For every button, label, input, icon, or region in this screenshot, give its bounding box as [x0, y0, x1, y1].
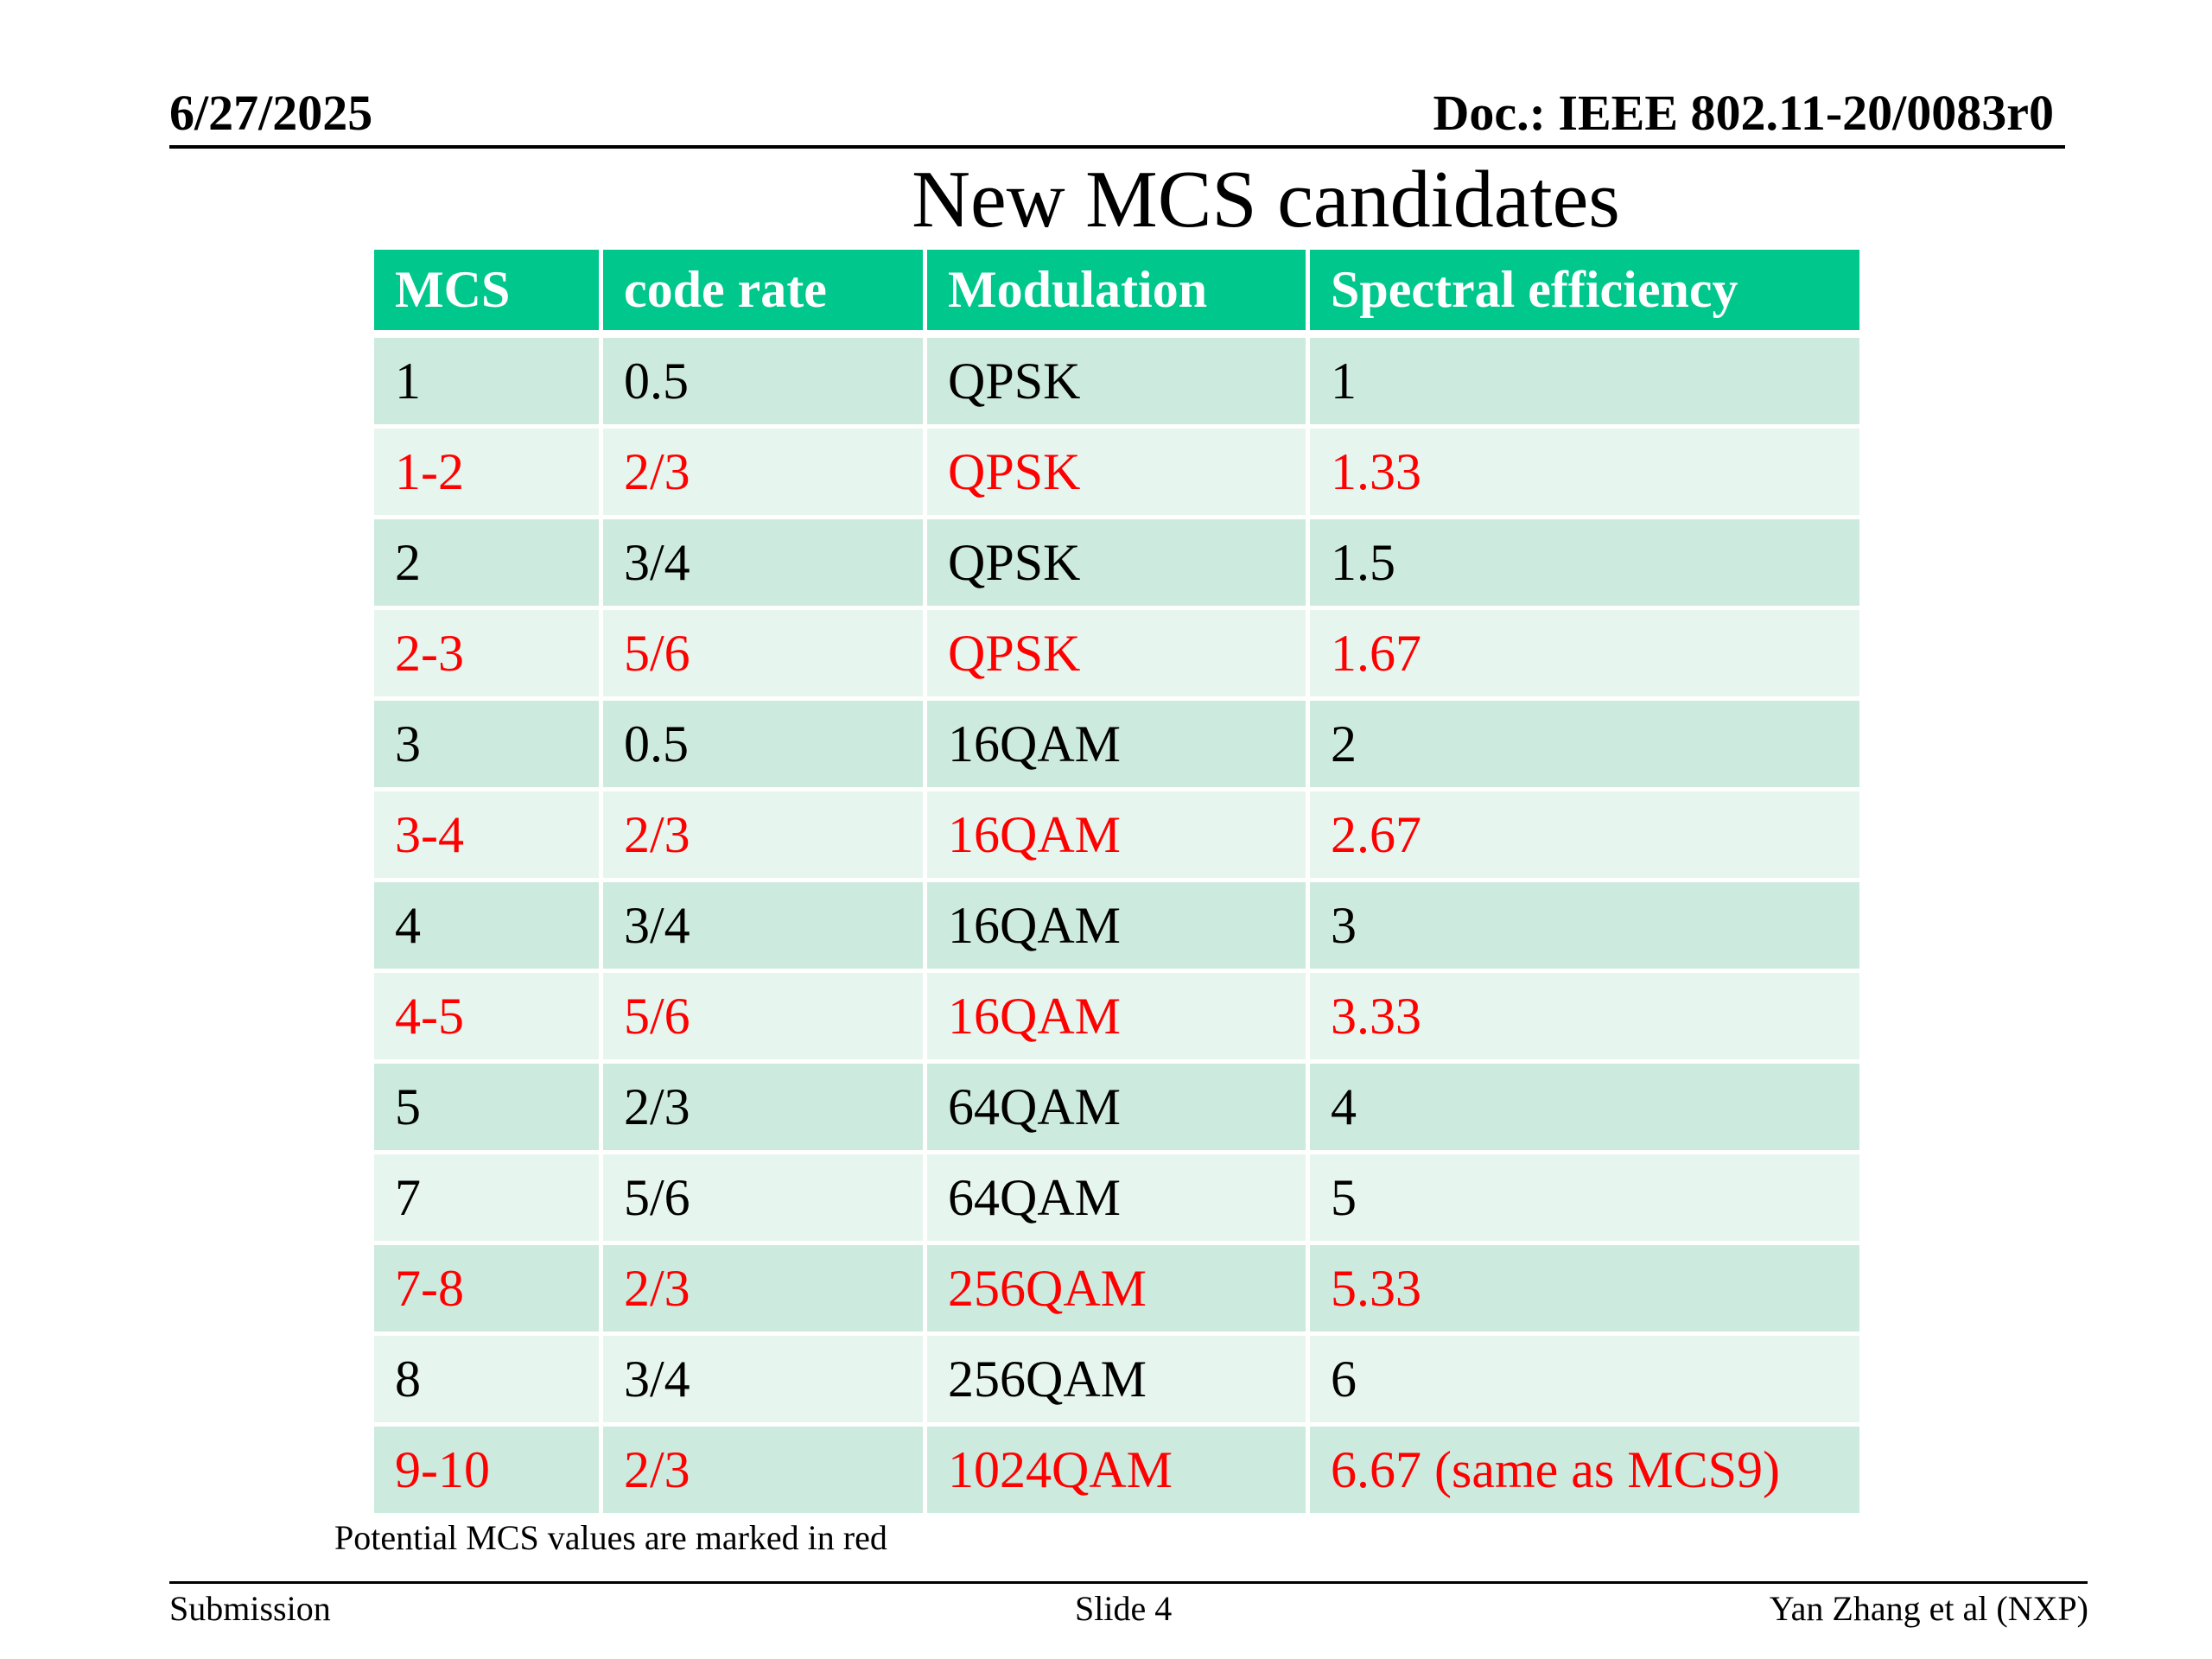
cell-modulation: 16QAM: [927, 882, 1310, 973]
cell-code-rate: 2/3: [603, 1245, 927, 1336]
cell-mcs: 1: [374, 338, 603, 429]
cell-mcs: 3: [374, 701, 603, 791]
cell-spectral-efficiency: 1.33: [1310, 429, 1859, 519]
cell-code-rate: 3/4: [603, 882, 927, 973]
table-row: 7 5/6 64QAM 5: [374, 1154, 1859, 1245]
cell-mcs: 1-2: [374, 429, 603, 519]
footer-author: Yan Zhang et al (NXP): [1769, 1589, 2088, 1628]
cell-modulation: QPSK: [927, 610, 1310, 701]
footer-submission: Submission: [169, 1589, 331, 1628]
cell-mcs: 8: [374, 1336, 603, 1427]
cell-spectral-efficiency: 5.33: [1310, 1245, 1859, 1336]
cell-spectral-efficiency: 4: [1310, 1064, 1859, 1154]
table-row: 3 0.5 16QAM 2: [374, 701, 1859, 791]
header-doc-id: Doc.: IEEE 802.11-20/0083r0: [1433, 85, 2054, 141]
cell-code-rate: 5/6: [603, 973, 927, 1064]
cell-code-rate: 0.5: [603, 701, 927, 791]
cell-mcs: 2: [374, 519, 603, 610]
cell-mcs: 7-8: [374, 1245, 603, 1336]
cell-modulation: 16QAM: [927, 791, 1310, 882]
cell-modulation: 1024QAM: [927, 1427, 1310, 1517]
table-row: 2-3 5/6 QPSK 1.67: [374, 610, 1859, 701]
table-row: 7-8 2/3 256QAM 5.33: [374, 1245, 1859, 1336]
header-date: 6/27/2025: [169, 85, 373, 141]
table-row: 1-2 2/3 QPSK 1.33: [374, 429, 1859, 519]
table-row: 1 0.5 QPSK 1: [374, 338, 1859, 429]
slide-title: New MCS candidates: [912, 155, 1620, 245]
cell-modulation: 64QAM: [927, 1064, 1310, 1154]
table-row: 3-4 2/3 16QAM 2.67: [374, 791, 1859, 882]
cell-mcs: 4-5: [374, 973, 603, 1064]
table-body: 1 0.5 QPSK 1 1-2 2/3 QPSK 1.33 2 3/4 QPSK 1.5 2-3 5/6…: [374, 338, 1859, 1517]
table-row: 2 3/4 QPSK 1.5: [374, 519, 1859, 610]
table-header: MCS code rate Modulation Spectral effici…: [374, 250, 1859, 338]
table-row: 4-5 5/6 16QAM 3.33: [374, 973, 1859, 1064]
cell-modulation: QPSK: [927, 519, 1310, 610]
table-header-row: MCS code rate Modulation Spectral effici…: [374, 250, 1859, 338]
cell-spectral-efficiency: 1.5: [1310, 519, 1859, 610]
cell-code-rate: 2/3: [603, 791, 927, 882]
cell-mcs: 9-10: [374, 1427, 603, 1517]
cell-spectral-efficiency: 1.67: [1310, 610, 1859, 701]
cell-mcs: 3-4: [374, 791, 603, 882]
cell-spectral-efficiency: 1: [1310, 338, 1859, 429]
cell-modulation: QPSK: [927, 338, 1310, 429]
table-row: 8 3/4 256QAM 6: [374, 1336, 1859, 1427]
cell-modulation: 256QAM: [927, 1245, 1310, 1336]
column-header-modulation: Modulation: [927, 250, 1310, 338]
cell-mcs: 2-3: [374, 610, 603, 701]
cell-code-rate: 3/4: [603, 1336, 927, 1427]
cell-mcs: 4: [374, 882, 603, 973]
cell-code-rate: 3/4: [603, 519, 927, 610]
table-row: 5 2/3 64QAM 4: [374, 1064, 1859, 1154]
cell-spectral-efficiency: 3.33: [1310, 973, 1859, 1064]
cell-code-rate: 0.5: [603, 338, 927, 429]
cell-spectral-efficiency: 2: [1310, 701, 1859, 791]
cell-code-rate: 5/6: [603, 610, 927, 701]
cell-spectral-efficiency: 6.67 (same as MCS9): [1310, 1427, 1859, 1517]
cell-spectral-efficiency: 6: [1310, 1336, 1859, 1427]
cell-code-rate: 2/3: [603, 429, 927, 519]
cell-modulation: 16QAM: [927, 973, 1310, 1064]
cell-code-rate: 2/3: [603, 1064, 927, 1154]
footer-divider: [169, 1581, 2088, 1584]
cell-code-rate: 2/3: [603, 1427, 927, 1517]
table-row: 4 3/4 16QAM 3: [374, 882, 1859, 973]
column-header-mcs: MCS: [374, 250, 603, 338]
cell-modulation: 256QAM: [927, 1336, 1310, 1427]
header-divider: [169, 145, 2065, 149]
mcs-table: MCS code rate Modulation Spectral effici…: [374, 250, 1859, 1517]
table-row: 9-10 2/3 1024QAM 6.67 (same as MCS9): [374, 1427, 1859, 1517]
cell-spectral-efficiency: 3: [1310, 882, 1859, 973]
cell-mcs: 7: [374, 1154, 603, 1245]
cell-modulation: 64QAM: [927, 1154, 1310, 1245]
cell-modulation: 16QAM: [927, 701, 1310, 791]
column-header-code-rate: code rate: [603, 250, 927, 338]
footer-slide-number: Slide 4: [1075, 1589, 1173, 1628]
cell-spectral-efficiency: 2.67: [1310, 791, 1859, 882]
column-header-spectral-efficiency: Spectral efficiency: [1310, 250, 1859, 338]
cell-mcs: 5: [374, 1064, 603, 1154]
cell-modulation: QPSK: [927, 429, 1310, 519]
cell-code-rate: 5/6: [603, 1154, 927, 1245]
cell-spectral-efficiency: 5: [1310, 1154, 1859, 1245]
table-note: Potential MCS values are marked in red: [334, 1518, 887, 1557]
